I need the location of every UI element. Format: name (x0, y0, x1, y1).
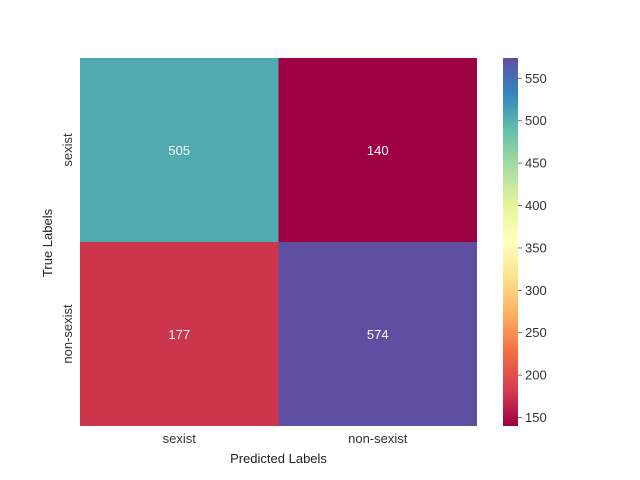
x-tick-labels: sexist non-sexist (163, 431, 408, 446)
cell-value-label: 574 (367, 327, 389, 342)
cell-value-label: 505 (168, 143, 190, 158)
heatmap-cell (278, 58, 477, 242)
x-tick-label: sexist (163, 431, 197, 446)
colorbar-tick-label: 150 (525, 410, 547, 425)
colorbar-tick-label: 250 (525, 325, 547, 340)
x-axis-label: Predicted Labels (230, 451, 327, 466)
y-tick-label: non-sexist (60, 304, 75, 364)
y-axis-label: True Labels (40, 208, 55, 277)
y-tick-label: sexist (60, 133, 75, 167)
cell-value-label: 140 (367, 143, 389, 158)
heatmap-cell (80, 242, 279, 426)
colorbar-tick-label: 500 (525, 113, 547, 128)
y-tick-labels: sexist non-sexist (60, 133, 75, 364)
heatmap-cell-labels: 505 140 177 574 (168, 143, 388, 342)
x-tick-label: non-sexist (348, 431, 408, 446)
colorbar-tick-label: 400 (525, 198, 547, 213)
cell-value-label: 177 (168, 327, 190, 342)
colorbar-tick-label: 450 (525, 156, 547, 171)
colorbar-tick-label: 300 (525, 283, 547, 298)
colorbar-ticks: 150 200 250 300 350 400 450 500 550 (518, 71, 547, 425)
colorbar (503, 58, 518, 426)
colorbar-tick-label: 550 (525, 71, 547, 86)
heatmap-cells (80, 58, 477, 426)
colorbar-tick-label: 200 (525, 368, 547, 383)
heatmap-cell (278, 242, 477, 426)
heatmap-cell (80, 58, 279, 242)
colorbar-tick-label: 350 (525, 240, 547, 255)
